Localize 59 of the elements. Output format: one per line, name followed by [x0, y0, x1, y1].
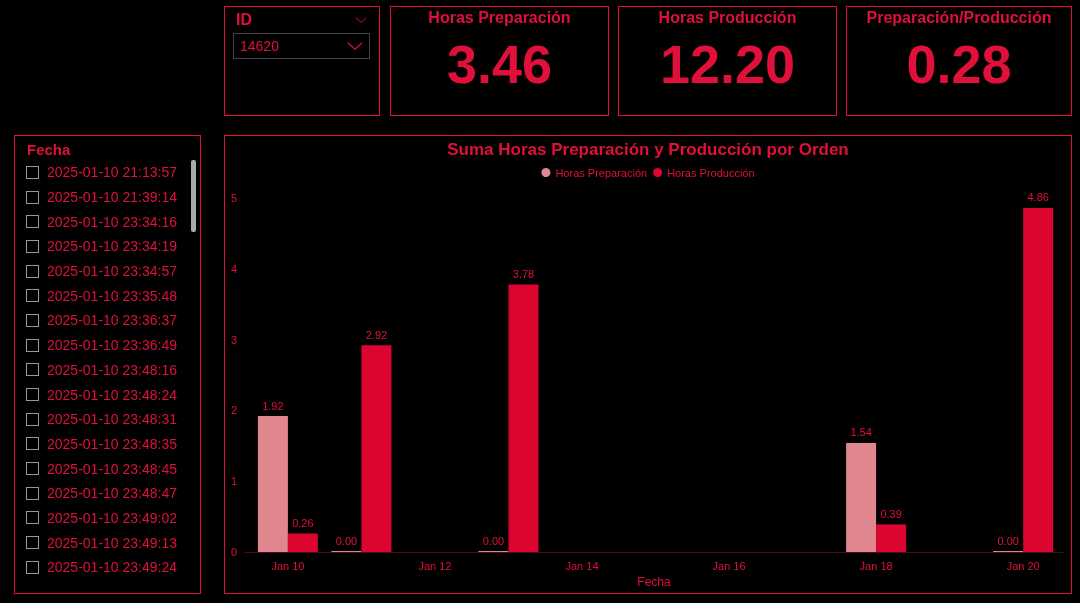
data-label: 1.92	[262, 399, 284, 412]
x-tick-label: Jan 12	[418, 559, 452, 572]
y-tick-label: 4	[230, 262, 237, 275]
text: 2025-01-10 23:34:19	[46, 237, 178, 257]
data-label: 3.78	[512, 267, 535, 280]
x-tick-label: Jan 16	[712, 559, 746, 572]
chart-title: Suma Horas Preparación y Producción por Orden	[447, 140, 849, 159]
data-label: 0.26	[292, 517, 314, 530]
y-tick-label: 5	[230, 192, 237, 204]
text: 2025-01-10 23:48:31	[46, 410, 178, 430]
y-tick-label: 1	[230, 475, 237, 488]
data-label: 2.92	[365, 328, 388, 341]
text: 2025-01-10 23:36:37	[46, 311, 178, 331]
text: 14620	[240, 38, 279, 54]
text: 0.28	[905, 33, 1013, 96]
text: 2025-01-10 23:48:16	[46, 360, 178, 380]
text: Preparación/Producción	[865, 9, 1053, 27]
text: 12.20	[658, 33, 797, 96]
text: Horas Preparación	[427, 9, 572, 27]
text: 2025-01-10 23:34:16	[46, 212, 178, 232]
data-label: 4.86	[1027, 191, 1049, 204]
text: Fecha	[26, 140, 72, 160]
text: 2025-01-10 21:13:57	[46, 163, 178, 183]
bar	[287, 533, 318, 552]
y-tick-label: 3	[230, 333, 237, 346]
text: 2025-01-10 23:48:45	[46, 459, 178, 479]
legend-label: Horas Producción	[667, 166, 755, 179]
text: 2025-01-10 23:49:13	[46, 533, 178, 553]
data-label: 1.54	[850, 426, 872, 439]
bar	[257, 416, 288, 552]
x-tick-label: Jan 10	[271, 559, 305, 572]
legend-label: Horas Preparación	[555, 166, 648, 179]
text: ID	[236, 11, 252, 29]
data-label: 0.00	[997, 534, 1019, 547]
text: 2025-01-10 23:36:49	[46, 336, 178, 356]
x-tick-label: Jan 20	[1006, 559, 1040, 572]
text: Horas Producción	[657, 9, 798, 27]
text: 2025-01-10 23:48:35	[46, 434, 178, 454]
x-tick-label: Jan 18	[859, 559, 893, 572]
text: 2025-01-10 23:48:47	[46, 484, 178, 504]
bar	[1023, 207, 1054, 552]
text: 2025-01-10 23:49:24	[46, 558, 178, 578]
x-tick-label: Jan 14	[565, 559, 599, 572]
bar	[508, 284, 539, 552]
text: 2025-01-10 23:48:24	[46, 385, 178, 405]
text: 3.46	[445, 33, 554, 96]
bar	[846, 442, 877, 552]
bar	[876, 524, 907, 552]
text: 2025-01-10 23:49:02	[46, 508, 178, 528]
bar	[361, 345, 392, 552]
y-tick-label: 0	[230, 546, 237, 558]
text: 2025-01-10 21:39:14	[46, 188, 178, 208]
data-label: 0.00	[482, 534, 505, 547]
data-label: 0.39	[880, 507, 902, 520]
y-tick-label: 2	[230, 404, 237, 417]
text: 2025-01-10 23:35:48	[46, 286, 178, 306]
x-axis-title: Fecha	[637, 575, 671, 589]
data-label: 0.00	[335, 534, 358, 547]
text: 2025-01-10 23:34:57	[46, 262, 178, 282]
